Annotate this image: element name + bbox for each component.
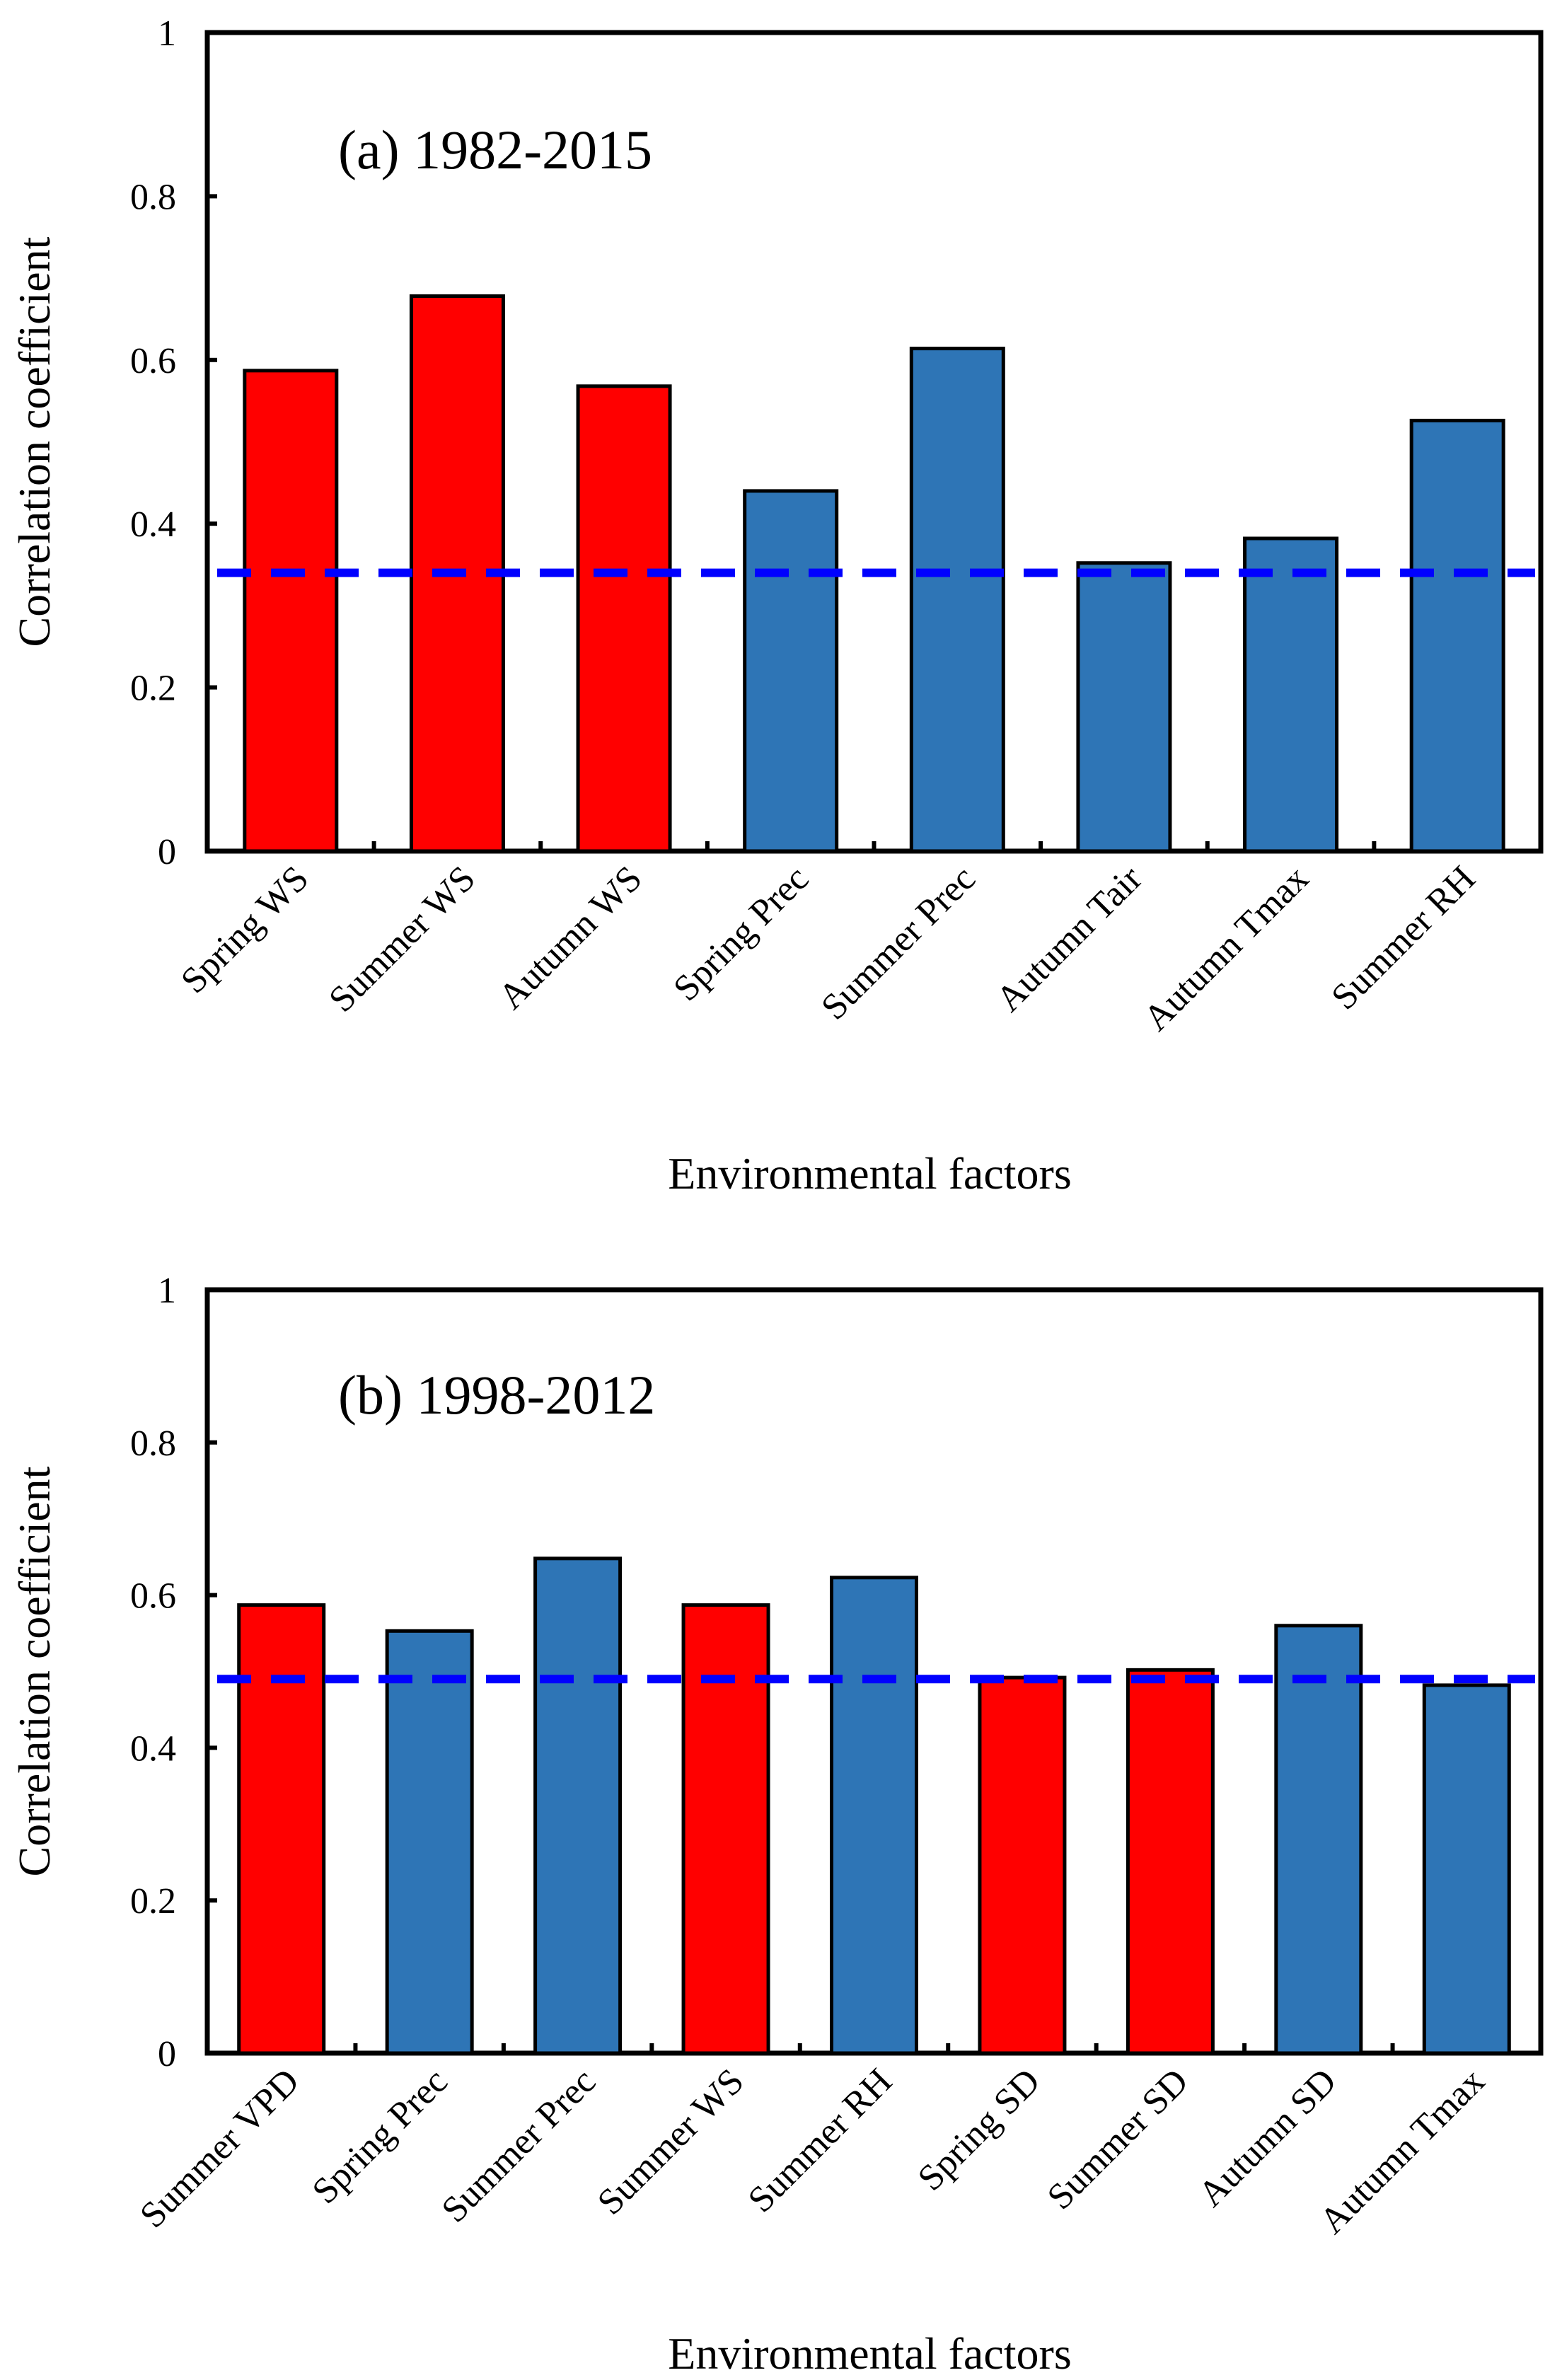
bar-spring-ws — [243, 369, 339, 853]
x-category-label: Spring Prec — [666, 858, 816, 1009]
bar-autumn-ws — [576, 384, 672, 853]
bar-summer-rh — [1409, 418, 1505, 853]
y-tick-label: 0 — [158, 2034, 176, 2074]
panel-a-y-axis-title: Correlation coefficient — [9, 236, 59, 647]
panel-b-title: (b) 1998-2012 — [338, 1364, 655, 1426]
panel-b-x-axis-title: Environmental factors — [668, 2328, 1071, 2379]
bar-autumn-tair — [1076, 561, 1172, 853]
x-category-label: Autumn WS — [491, 858, 650, 1017]
x-category-label: Summer VPD — [132, 2061, 307, 2236]
bar-autumn-tmax — [1422, 1683, 1511, 2055]
y-tick-label: 0.8 — [130, 1423, 176, 1464]
y-tick-label: 0.6 — [130, 341, 176, 381]
x-category-label: Summer RH — [1324, 858, 1483, 1017]
bar-summer-prec — [533, 1556, 623, 2055]
x-category-label: Summer WS — [321, 858, 483, 1020]
x-category-label: Summer WS — [590, 2061, 752, 2223]
x-category-label: Summer Prec — [434, 2061, 603, 2230]
y-tick-label: 1 — [158, 13, 176, 54]
bar-summer-sd — [1126, 1668, 1215, 2055]
bar-summer-ws — [681, 1603, 770, 2055]
x-category-label: Autumn Tmax — [1136, 858, 1317, 1039]
y-tick-label: 0.4 — [130, 1728, 176, 1769]
panel-a-x-ticks — [371, 841, 1377, 851]
x-category-label: Summer RH — [741, 2061, 900, 2220]
panel-a-title: (a) 1982-2015 — [338, 119, 652, 180]
x-category-label: Spring WS — [173, 858, 316, 1001]
bar-spring-prec — [385, 1629, 474, 2055]
panel-a-y-ticks: 0 0.2 0.4 0.6 0.8 1 — [130, 13, 217, 872]
y-tick-label: 0.8 — [130, 177, 176, 217]
x-category-label: Autumn SD — [1191, 2061, 1344, 2214]
bar-summer-rh — [830, 1576, 918, 2055]
panel-b-y-axis-title: Correlation coefficient — [9, 1466, 59, 1876]
y-tick-label: 0.4 — [130, 504, 176, 545]
panel-a-chart: 00.20.40.60.81 Spring WS Summer WS Autumn … — [9, 13, 1544, 1198]
y-tick-label: 0.6 — [130, 1576, 176, 1617]
bar-spring-prec — [743, 489, 839, 853]
panel-a-category-labels: Spring WS Summer WS Autumn WS Spring PrecSu… — [173, 858, 1483, 1039]
x-category-label: Summer Prec — [814, 858, 983, 1027]
x-category-label: Autumn Tair — [988, 858, 1150, 1019]
y-tick-label: 1 — [158, 1271, 176, 1311]
y-tick-label: 0 — [158, 832, 176, 872]
bar-spring-sd — [978, 1675, 1067, 2055]
panel-b-x-ticks — [353, 2043, 1395, 2053]
panel-a-x-axis-title: Environmental factors — [668, 1148, 1071, 1198]
x-category-label: Spring SD — [910, 2061, 1048, 2199]
y-tick-label: 0.2 — [130, 1881, 176, 1922]
bar-autumn-tmax — [1243, 536, 1339, 853]
x-category-label: Summer SD — [1040, 2061, 1196, 2217]
bar-summer-vpd — [237, 1603, 326, 2055]
panel-b-bars — [237, 1556, 1511, 2055]
x-category-label: Spring Prec — [305, 2061, 456, 2212]
bar-autumn-sd — [1274, 1624, 1363, 2055]
panel-b-y-ticks: 0 0.2 0.4 0.6 0.8 1 — [130, 1271, 217, 2074]
y-tick-label: 0.2 — [130, 669, 176, 709]
bar-summer-prec — [909, 347, 1005, 853]
